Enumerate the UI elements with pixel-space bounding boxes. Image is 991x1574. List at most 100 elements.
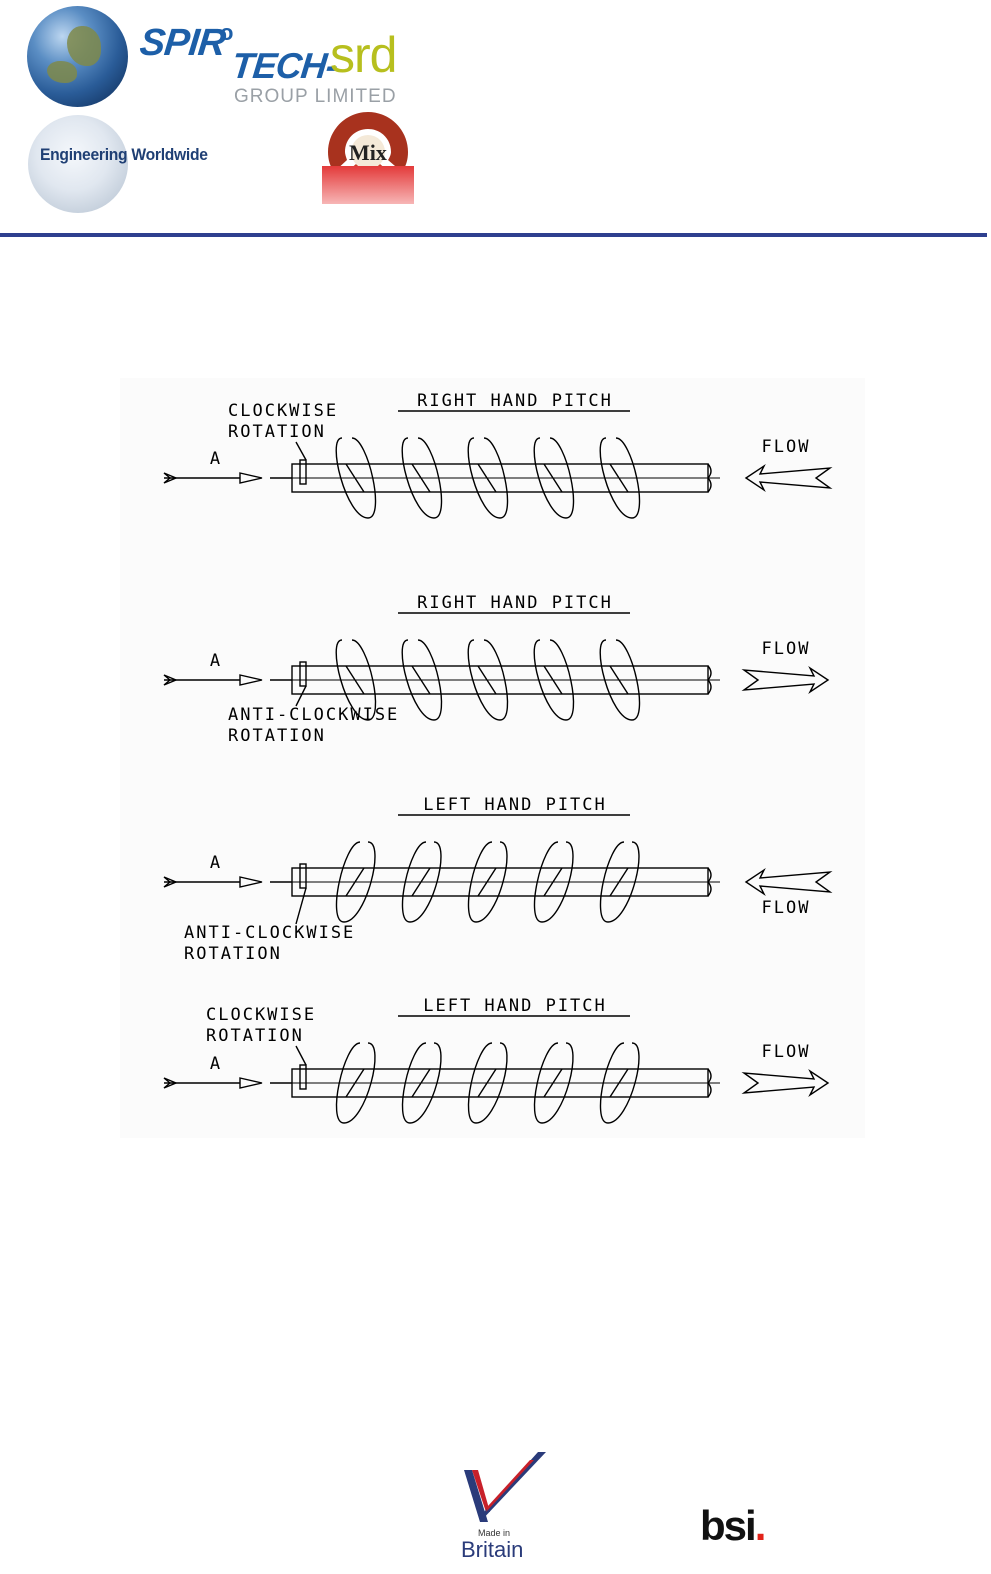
tagline: Engineering Worldwide xyxy=(40,145,208,164)
rotation-leader-line xyxy=(295,1045,307,1066)
rotation-leader-line xyxy=(295,441,307,461)
brand-srd: srd xyxy=(330,27,397,83)
pitch-label: RIGHT HAND PITCH xyxy=(417,593,613,613)
view-arrow-tail xyxy=(163,674,178,686)
screw-flight xyxy=(401,841,442,923)
shaft-break xyxy=(707,463,712,493)
mix-logo-red-bar xyxy=(322,166,414,204)
flight-crossing xyxy=(543,665,563,695)
rotation-label: ROTATION xyxy=(184,944,282,964)
view-label: A xyxy=(210,651,222,671)
flow-label: FLOW xyxy=(762,1042,811,1062)
screw-flight xyxy=(467,841,508,923)
screw-flight xyxy=(467,1042,508,1124)
screw-flight xyxy=(599,437,641,519)
flight-crossing xyxy=(411,665,431,695)
flight-crossing xyxy=(345,463,365,493)
page-header: SPIR o TECH- srd GROUP LIMITED Engineeri… xyxy=(0,0,991,240)
rotation-label: ANTI-CLOCKWISE xyxy=(184,923,355,943)
britain-text: Britain xyxy=(461,1537,524,1562)
flight-crossing xyxy=(543,867,563,897)
brand-tech: TECH- xyxy=(229,45,340,86)
pitch-label: LEFT HAND PITCH xyxy=(423,795,607,815)
made-in-text: Made in xyxy=(478,1528,511,1538)
pitch-label: LEFT HAND PITCH xyxy=(423,996,607,1016)
screw-flight xyxy=(533,437,575,519)
made-in-britain-tick-icon xyxy=(464,1452,546,1522)
flow-arrow-left xyxy=(744,867,833,897)
rotation-leader-line xyxy=(295,685,307,707)
rotation-label: ROTATION xyxy=(228,726,326,746)
screw-flight xyxy=(335,841,376,923)
brand-group-limited: GROUP LIMITED xyxy=(234,86,397,107)
screw-flight xyxy=(335,639,377,721)
flight-crossing xyxy=(345,1068,365,1098)
drive-key xyxy=(299,1064,307,1090)
screw-flight xyxy=(467,639,509,721)
rotation-label: ROTATION xyxy=(228,422,326,442)
earth-globe-image xyxy=(27,6,128,107)
flow-arrow-right xyxy=(741,665,830,695)
header-divider xyxy=(0,233,987,237)
flight-crossing xyxy=(543,463,563,493)
flight-crossing xyxy=(609,665,629,695)
shaft-break xyxy=(707,665,712,695)
flow-label: FLOW xyxy=(762,898,811,918)
screw-flight xyxy=(335,1042,376,1124)
diagram-canvas: RIGHT HAND PITCHACLOCKWISEROTATIONFLOWRI… xyxy=(163,391,833,1124)
rotation-label: CLOCKWISE xyxy=(228,401,338,421)
flight-crossing xyxy=(411,463,431,493)
drive-key xyxy=(299,863,307,889)
flight-crossing xyxy=(477,463,497,493)
faded-globe-image xyxy=(28,115,128,213)
view-arrow-head xyxy=(239,876,263,888)
flow-arrow-right xyxy=(741,1068,830,1098)
flow-arrow-left xyxy=(744,463,833,493)
view-label: A xyxy=(210,449,222,469)
rotation-label: ANTI-CLOCKWISE xyxy=(228,705,399,725)
bsi-logo: bsi. xyxy=(700,1502,767,1550)
brand-o: o xyxy=(220,20,234,45)
rotation-label: CLOCKWISE xyxy=(206,1005,316,1025)
flight-crossing xyxy=(609,463,629,493)
screw-flight xyxy=(533,841,574,923)
flight-crossing xyxy=(543,1068,563,1098)
view-arrow-head xyxy=(239,472,263,484)
view-arrow-head xyxy=(239,674,263,686)
drive-key xyxy=(299,459,307,485)
screw-flight xyxy=(599,841,640,923)
view-arrow-tail xyxy=(163,876,178,888)
screw-flight xyxy=(401,437,443,519)
flight-crossing xyxy=(609,867,629,897)
flow-label: FLOW xyxy=(762,639,811,659)
flight-crossing xyxy=(477,1068,497,1098)
view-arrow-head xyxy=(239,1077,263,1089)
screw-flight xyxy=(599,639,641,721)
drive-key xyxy=(299,661,307,687)
flight-crossing xyxy=(477,665,497,695)
rotation-leader-line xyxy=(295,887,307,925)
flight-crossing xyxy=(345,867,365,897)
flight-crossing xyxy=(477,867,497,897)
screw-flight xyxy=(533,1042,574,1124)
bsi-dot: . xyxy=(754,1502,767,1549)
view-arrow-tail xyxy=(163,1077,178,1089)
brand-spiro: SPIR xyxy=(137,22,227,64)
flight-crossing xyxy=(345,665,365,695)
flight-crossing xyxy=(609,1068,629,1098)
globe-land-shape xyxy=(67,26,101,66)
made-in-britain-logo: Made in Britain xyxy=(458,1450,553,1562)
bsi-text: bsi xyxy=(700,1502,757,1549)
flight-crossing xyxy=(411,1068,431,1098)
rotation-label: ROTATION xyxy=(206,1026,304,1046)
flight-crossing xyxy=(411,867,431,897)
shaft-break xyxy=(707,867,712,897)
screw-pitch-diagram: RIGHT HAND PITCH A CLOCKWISE ROTATION FLOW RI… xyxy=(120,378,865,1138)
view-arrow-tail xyxy=(163,472,178,484)
mix-logo-text: Mix xyxy=(349,140,387,165)
shaft-break xyxy=(707,1068,712,1098)
globe-land-shape xyxy=(47,61,77,83)
screw-flight xyxy=(533,639,575,721)
mix-logo: Mix xyxy=(322,110,414,204)
flow-label: FLOW xyxy=(762,437,811,457)
